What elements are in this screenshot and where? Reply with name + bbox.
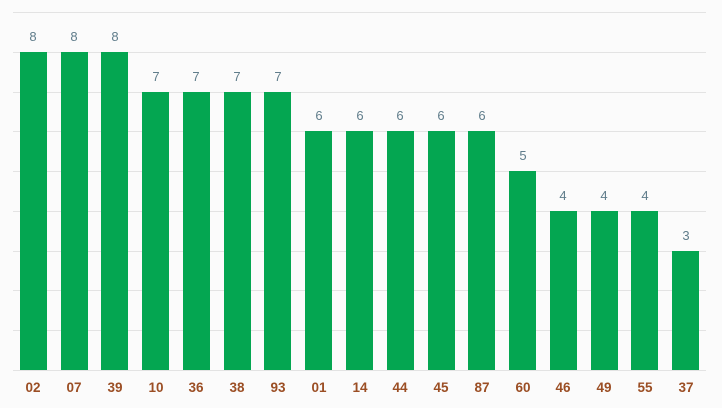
bar-49[interactable] — [591, 211, 618, 370]
gridline-y9 — [13, 12, 706, 13]
category-label-07: 07 — [66, 380, 82, 395]
bar-44[interactable] — [387, 131, 414, 370]
bar-39[interactable] — [101, 52, 128, 370]
bar-02[interactable] — [20, 52, 47, 370]
category-label-14: 14 — [352, 380, 368, 395]
value-label-49: 4 — [600, 188, 608, 203]
value-label-60: 5 — [519, 148, 527, 163]
value-label-38: 7 — [233, 69, 241, 84]
category-label-01: 01 — [311, 380, 327, 395]
gridline-y0 — [13, 370, 706, 371]
bar-45[interactable] — [428, 131, 455, 370]
bar-46[interactable] — [550, 211, 577, 370]
category-label-45: 45 — [433, 380, 449, 395]
value-label-37: 3 — [682, 228, 690, 243]
value-label-10: 7 — [152, 69, 160, 84]
gridline-y7 — [13, 92, 706, 93]
bar-38[interactable] — [224, 92, 251, 370]
category-label-87: 87 — [474, 380, 490, 395]
gridline-y8 — [13, 52, 706, 53]
category-label-49: 49 — [596, 380, 612, 395]
value-label-39: 8 — [111, 29, 119, 44]
value-label-87: 6 — [478, 108, 486, 123]
value-label-93: 7 — [274, 69, 282, 84]
value-label-44: 6 — [396, 108, 404, 123]
bar-55[interactable] — [631, 211, 658, 370]
category-label-46: 46 — [555, 380, 571, 395]
value-label-02: 8 — [29, 29, 37, 44]
category-label-36: 36 — [188, 380, 204, 395]
bar-14[interactable] — [346, 131, 373, 370]
category-label-44: 44 — [392, 380, 408, 395]
category-label-02: 02 — [25, 380, 41, 395]
category-label-10: 10 — [148, 380, 164, 395]
bar-10[interactable] — [142, 92, 169, 370]
bar-01[interactable] — [305, 131, 332, 370]
category-label-55: 55 — [637, 380, 653, 395]
category-label-38: 38 — [229, 380, 245, 395]
value-label-36: 7 — [192, 69, 200, 84]
bar-07[interactable] — [61, 52, 88, 370]
value-label-46: 4 — [559, 188, 567, 203]
bar-37[interactable] — [672, 251, 699, 370]
value-label-01: 6 — [315, 108, 323, 123]
category-label-60: 60 — [515, 380, 531, 395]
category-label-37: 37 — [678, 380, 694, 395]
bar-87[interactable] — [468, 131, 495, 370]
bar-60[interactable] — [509, 171, 536, 370]
value-label-07: 8 — [70, 29, 78, 44]
bar-36[interactable] — [183, 92, 210, 370]
value-label-45: 6 — [437, 108, 445, 123]
value-label-55: 4 — [641, 188, 649, 203]
category-label-39: 39 — [107, 380, 123, 395]
bar-93[interactable] — [264, 92, 291, 370]
value-label-14: 6 — [356, 108, 364, 123]
category-label-93: 93 — [270, 380, 286, 395]
